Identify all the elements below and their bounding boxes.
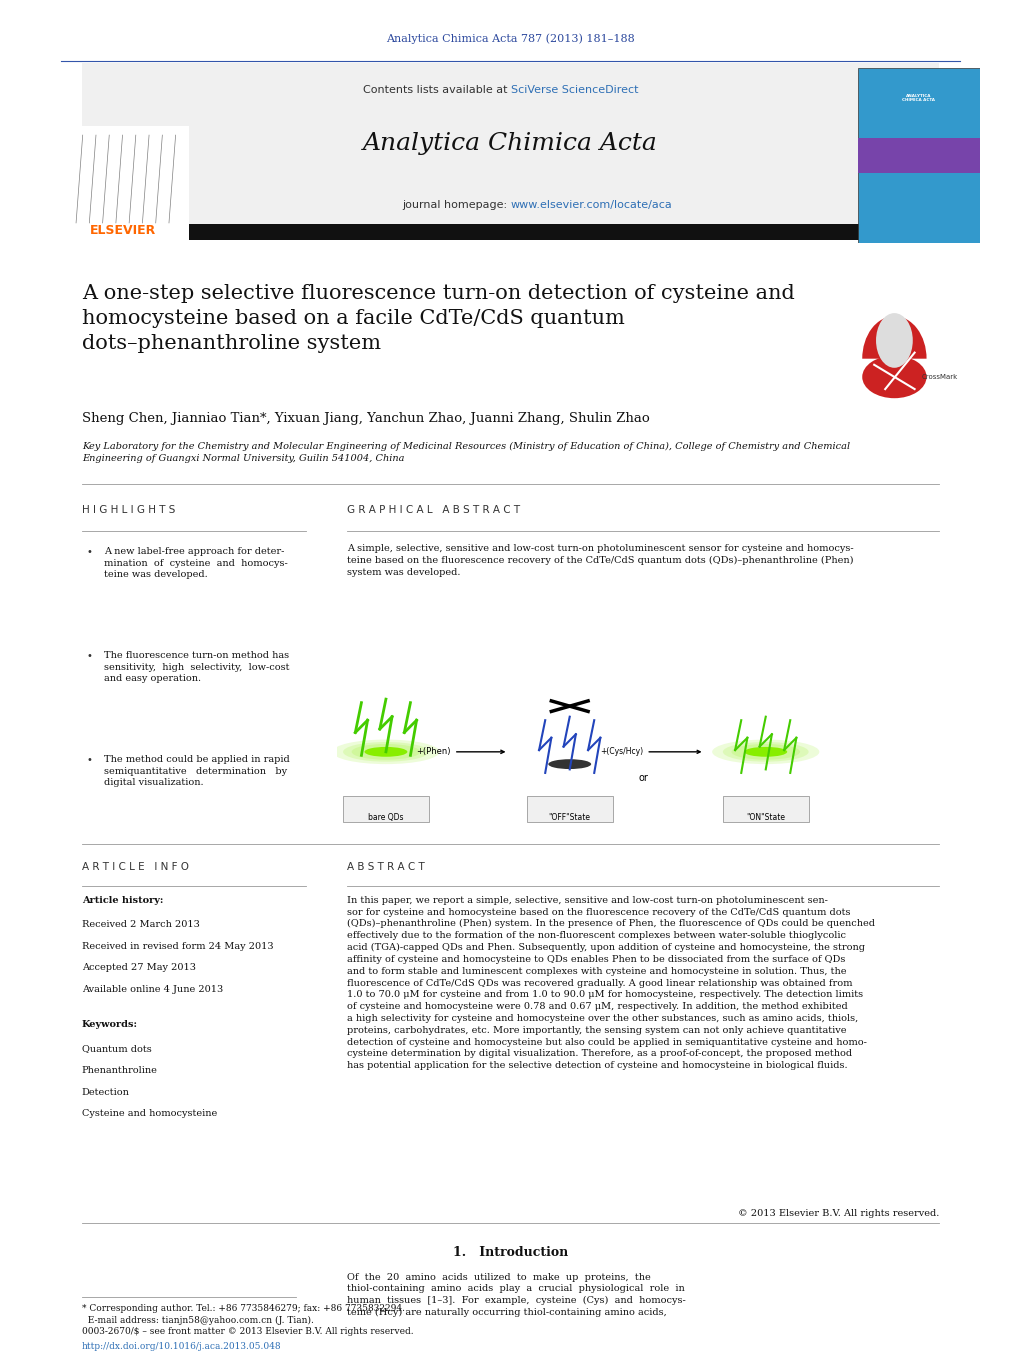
Bar bbox=[343, 796, 429, 821]
Text: •: • bbox=[87, 755, 93, 765]
Text: Of  the  20  amino  acids  utilized  to  make  up  proteins,  the
thiol-containi: Of the 20 amino acids utilized to make u… bbox=[347, 1273, 686, 1317]
Bar bbox=[56, 126, 189, 240]
Text: A R T I C L E   I N F O: A R T I C L E I N F O bbox=[82, 862, 189, 871]
Text: "OFF"State: "OFF"State bbox=[548, 813, 591, 821]
Text: Contents lists available at: Contents lists available at bbox=[362, 85, 510, 95]
Text: •: • bbox=[87, 651, 93, 661]
Text: Quantum dots: Quantum dots bbox=[82, 1044, 151, 1054]
Text: A simple, selective, sensitive and low-cost turn-on photoluminescent sensor for : A simple, selective, sensitive and low-c… bbox=[347, 544, 854, 577]
Text: Key Laboratory for the Chemistry and Molecular Engineering of Medicinal Resource: Key Laboratory for the Chemistry and Mol… bbox=[82, 442, 849, 462]
Text: •: • bbox=[87, 547, 93, 557]
Text: The fluorescence turn-on method has
sensitivity,  high  selectivity,  low-cost
a: The fluorescence turn-on method has sens… bbox=[104, 651, 290, 684]
Text: Keywords:: Keywords: bbox=[82, 1020, 138, 1029]
Text: or: or bbox=[638, 773, 648, 784]
Ellipse shape bbox=[364, 747, 407, 757]
Wedge shape bbox=[862, 316, 927, 358]
Text: Sheng Chen, Jianniao Tian*, Yixuan Jiang, Yanchun Zhao, Juanni Zhang, Shulin Zha: Sheng Chen, Jianniao Tian*, Yixuan Jiang… bbox=[82, 412, 649, 426]
Ellipse shape bbox=[876, 313, 913, 367]
Text: +(Cys/Hcy): +(Cys/Hcy) bbox=[600, 747, 700, 757]
Text: Phenanthroline: Phenanthroline bbox=[82, 1066, 157, 1075]
Text: CrossMark: CrossMark bbox=[922, 374, 959, 380]
Ellipse shape bbox=[332, 739, 439, 765]
Text: 0003-2670/$ – see front matter © 2013 Elsevier B.V. All rights reserved.: 0003-2670/$ – see front matter © 2013 El… bbox=[82, 1327, 414, 1336]
Text: In this paper, we report a simple, selective, sensitive and low-cost turn-on pho: In this paper, we report a simple, selec… bbox=[347, 896, 875, 1070]
Ellipse shape bbox=[862, 355, 927, 399]
Text: ANALYTICA
CHIMICA ACTA: ANALYTICA CHIMICA ACTA bbox=[903, 95, 935, 103]
Text: * Corresponding author. Tel.: +86 7735846279; fax: +86 7735832294.
  E-mail addr: * Corresponding author. Tel.: +86 773584… bbox=[82, 1304, 404, 1325]
Ellipse shape bbox=[343, 742, 429, 762]
Text: SciVerse ScienceDirect: SciVerse ScienceDirect bbox=[510, 85, 638, 95]
Text: Received in revised form 24 May 2013: Received in revised form 24 May 2013 bbox=[82, 942, 274, 951]
Ellipse shape bbox=[731, 744, 800, 759]
Text: Analytica Chimica Acta: Analytica Chimica Acta bbox=[363, 132, 658, 155]
Text: A new label-free approach for deter-
mination  of  cysteine  and  homocys-
teine: A new label-free approach for deter- min… bbox=[104, 547, 288, 580]
Text: ELSEVIER: ELSEVIER bbox=[90, 224, 155, 236]
Text: Detection: Detection bbox=[82, 1088, 130, 1097]
Bar bbox=[527, 796, 613, 821]
Text: +(Phen): +(Phen) bbox=[417, 747, 504, 757]
Text: www.elsevier.com/locate/aca: www.elsevier.com/locate/aca bbox=[510, 200, 672, 209]
Text: journal homepage:: journal homepage: bbox=[402, 200, 510, 209]
Text: bare QDs: bare QDs bbox=[369, 813, 403, 821]
Ellipse shape bbox=[712, 739, 819, 765]
Bar bbox=[723, 796, 809, 821]
Text: H I G H L I G H T S: H I G H L I G H T S bbox=[82, 505, 175, 515]
Text: Cysteine and homocysteine: Cysteine and homocysteine bbox=[82, 1109, 216, 1119]
Bar bbox=[82, 63, 939, 236]
Text: Article history:: Article history: bbox=[82, 896, 163, 905]
Text: Accepted 27 May 2013: Accepted 27 May 2013 bbox=[82, 963, 196, 973]
Text: The method could be applied in rapid
semiquantitative   determination   by
digit: The method could be applied in rapid sem… bbox=[104, 755, 290, 788]
Text: Analytica Chimica Acta 787 (2013) 181–188: Analytica Chimica Acta 787 (2013) 181–18… bbox=[386, 34, 635, 45]
Text: Available online 4 June 2013: Available online 4 June 2013 bbox=[82, 985, 223, 994]
Text: "ON"State: "ON"State bbox=[746, 813, 785, 821]
Ellipse shape bbox=[744, 747, 787, 757]
Bar bbox=[82, 224, 939, 240]
Text: A B S T R A C T: A B S T R A C T bbox=[347, 862, 425, 871]
Text: Received 2 March 2013: Received 2 March 2013 bbox=[82, 920, 199, 929]
Text: G R A P H I C A L   A B S T R A C T: G R A P H I C A L A B S T R A C T bbox=[347, 505, 521, 515]
Bar bbox=[858, 138, 980, 173]
Text: http://dx.doi.org/10.1016/j.aca.2013.05.048: http://dx.doi.org/10.1016/j.aca.2013.05.… bbox=[82, 1342, 282, 1351]
Ellipse shape bbox=[351, 744, 421, 759]
Ellipse shape bbox=[723, 742, 809, 762]
Text: 1.   Introduction: 1. Introduction bbox=[453, 1246, 568, 1259]
Text: A one-step selective fluorescence turn-on detection of cysteine and
homocysteine: A one-step selective fluorescence turn-o… bbox=[82, 284, 794, 353]
Text: © 2013 Elsevier B.V. All rights reserved.: © 2013 Elsevier B.V. All rights reserved… bbox=[738, 1209, 939, 1219]
Ellipse shape bbox=[548, 759, 591, 769]
